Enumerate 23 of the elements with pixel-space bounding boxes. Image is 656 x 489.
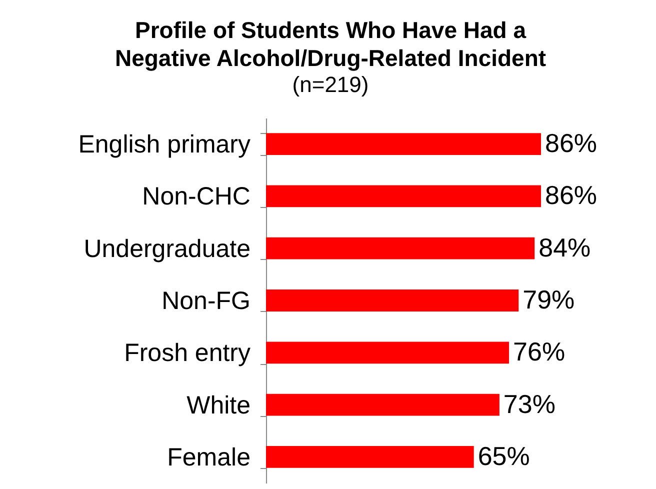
bar [266, 394, 500, 416]
chart-subtitle: (n=219) [292, 72, 369, 97]
chart-title: Profile of Students Who Have Had a Negative Alcohol/Drug-Related Incident [114, 17, 546, 71]
data-label: 84% [538, 232, 591, 262]
data-label: 65% [478, 440, 530, 471]
y-tick-label: Undergraduate [84, 234, 250, 263]
y-tick-label: White [186, 391, 250, 420]
bar [266, 133, 541, 156]
data-label: 86% [545, 128, 598, 158]
data-label: 79% [522, 284, 575, 314]
y-tick-label: Frosh entry [124, 339, 251, 368]
bar [266, 446, 474, 468]
y-tick-label: Non-FG [162, 287, 250, 315]
data-label: 73% [503, 388, 556, 419]
bar [266, 290, 519, 312]
bar [266, 185, 541, 208]
bar [266, 237, 535, 260]
y-tick-label: English primary [78, 130, 251, 159]
data-label: 76% [513, 336, 566, 367]
bar [266, 342, 510, 364]
y-tick-label: Female [167, 443, 250, 472]
y-tick-label: Non-CHC [142, 182, 250, 211]
data-label: 86% [545, 180, 598, 210]
